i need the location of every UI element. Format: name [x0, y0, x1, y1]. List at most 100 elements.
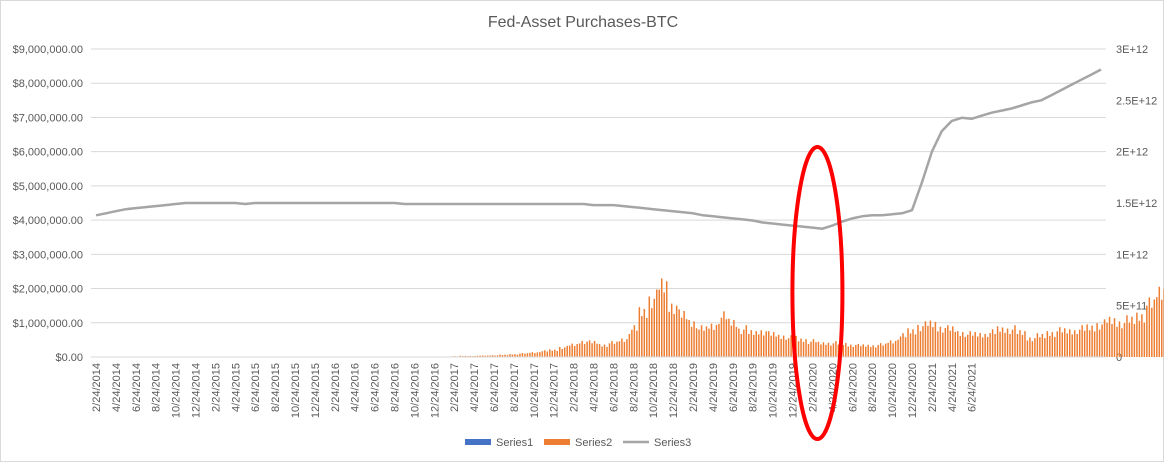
y-tick-label: $9,000,000.00 — [13, 44, 83, 56]
series2-bar — [636, 331, 637, 357]
y-tick-label: $7,000,000.00 — [13, 112, 83, 124]
series2-bar — [964, 337, 965, 357]
series2-bar — [1126, 315, 1127, 357]
series2-bar — [892, 343, 893, 357]
series2-bar — [950, 331, 951, 357]
series2-bar — [1012, 330, 1013, 357]
series2-bar — [544, 350, 545, 357]
x-tick-label: 12/24/2018 — [668, 363, 680, 418]
series2-bar — [1037, 333, 1038, 357]
series2-bar — [992, 329, 993, 357]
series2-bar — [631, 330, 632, 357]
y-tick-label: $3,000,000.00 — [13, 249, 83, 261]
series2-bar — [830, 346, 831, 357]
series2-bar — [564, 347, 565, 357]
y-tick-label: $5,000,000.00 — [13, 181, 83, 193]
series2-bar — [780, 339, 781, 357]
series2-bar — [701, 325, 702, 357]
x-tick-label: 10/24/2020 — [887, 363, 899, 418]
series2-bar — [557, 351, 558, 357]
series2-bar — [706, 326, 707, 357]
series2-bar — [1032, 341, 1033, 357]
series2-bar — [1131, 317, 1132, 357]
legend-label: Series2 — [575, 437, 612, 449]
series2-bar — [994, 334, 995, 357]
series2-bar — [853, 347, 854, 357]
series2-bar — [1004, 333, 1005, 357]
series2-bar — [716, 325, 717, 357]
x-tick-label: 4/24/2015 — [230, 363, 242, 412]
series2-bar — [967, 335, 968, 357]
x-tick-label: 8/24/2015 — [270, 363, 282, 412]
series2-bar — [606, 347, 607, 357]
series2-bar — [666, 281, 667, 357]
series2-bar — [875, 348, 876, 357]
series2-bar — [1106, 323, 1107, 357]
series2-bar — [746, 325, 747, 357]
series2-bar — [1154, 300, 1155, 357]
series2-bar — [1049, 336, 1050, 357]
series2-bar — [887, 343, 888, 357]
series2-bar — [1086, 324, 1087, 357]
x-tick-label: 8/24/2018 — [628, 363, 640, 412]
series2-bar — [703, 331, 704, 357]
series2-bar — [728, 319, 729, 357]
series2-bar — [885, 344, 886, 357]
y-tick-label: $1,000,000.00 — [13, 318, 83, 330]
series2-bar — [788, 338, 789, 357]
series2-bar — [984, 334, 985, 357]
series2-bar — [693, 321, 694, 357]
series2-bar — [768, 331, 769, 357]
series2-bar — [574, 346, 575, 357]
series2-bar — [1099, 330, 1100, 357]
x-tick-label: 8/24/2020 — [867, 363, 879, 412]
series2-bar — [584, 344, 585, 357]
series2-bar — [905, 337, 906, 357]
series2-bar — [907, 328, 908, 357]
x-tick-label: 8/24/2016 — [390, 363, 402, 412]
series2-bar — [1039, 337, 1040, 357]
series2-bar — [902, 333, 903, 357]
series2-bar — [863, 344, 864, 357]
series2-bar — [609, 343, 610, 357]
series2-bar — [835, 341, 836, 357]
series2-bar — [974, 332, 975, 357]
x-tick-label: 10/24/2014 — [171, 363, 183, 418]
y2-tick-label: 2E+12 — [1116, 147, 1148, 159]
legend-swatch — [544, 439, 570, 445]
series2-bar — [691, 327, 692, 357]
series2-bar — [1071, 334, 1072, 357]
series2-bar — [566, 346, 567, 357]
series2-bar — [1074, 330, 1075, 357]
series2-bar — [561, 349, 562, 357]
series2-bar — [882, 346, 883, 357]
series2-bar — [1146, 306, 1147, 357]
series2-bar — [621, 339, 622, 357]
y-tick-label: $8,000,000.00 — [13, 78, 83, 90]
y2-tick-label: 5E+11 — [1116, 301, 1147, 313]
x-tick-label: 8/24/2014 — [151, 363, 163, 412]
series2-bar — [977, 337, 978, 357]
series2-bar — [748, 334, 749, 357]
x-tick-label: 4/24/2016 — [350, 363, 362, 412]
series2-bar — [912, 329, 913, 357]
series2-bar — [1084, 331, 1085, 357]
series2-bar — [1014, 325, 1015, 357]
series2-bar — [1151, 308, 1152, 357]
series2-bar — [1121, 328, 1122, 357]
x-tick-label: 2/24/2017 — [449, 363, 461, 412]
y-tick-label: $6,000,000.00 — [13, 147, 83, 159]
series2-bar — [1161, 300, 1162, 357]
series2-bar — [915, 334, 916, 357]
series2-bar — [955, 332, 956, 357]
series2-bar — [711, 324, 712, 357]
series2-bar — [932, 327, 933, 357]
series2-bar — [542, 351, 543, 357]
series2-bar — [651, 308, 652, 357]
series2-bar — [1059, 327, 1060, 357]
series2-bar — [736, 327, 737, 357]
x-tick-label: 8/24/2019 — [748, 363, 760, 412]
